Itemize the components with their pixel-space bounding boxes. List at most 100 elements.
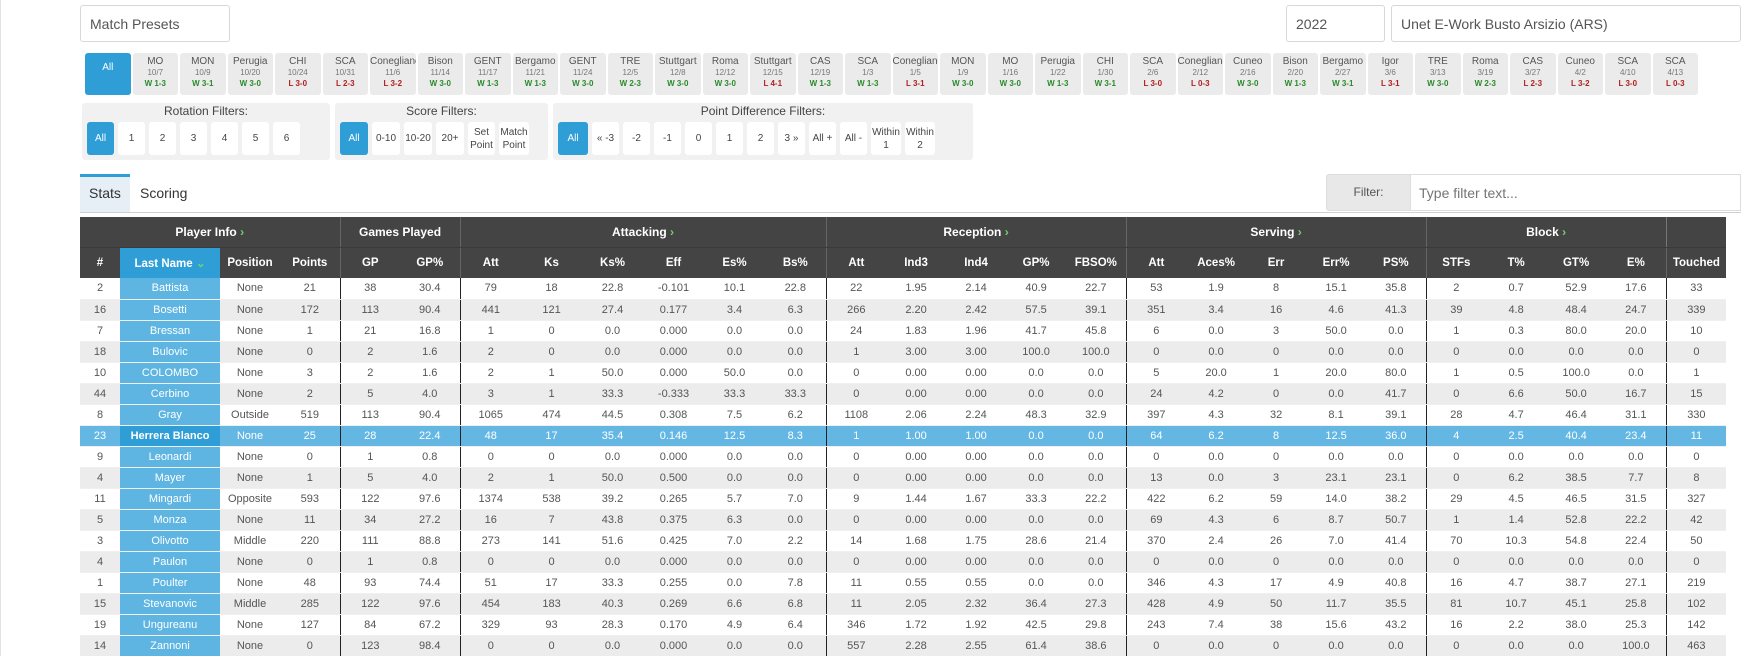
match-button[interactable]: Cuneo 4/2 L 3-2	[1557, 53, 1603, 95]
table-row[interactable]: 11 Mingardi Opposite 593 122 97.6 1374 538 39.2 0…	[80, 488, 1727, 510]
table-row[interactable]: 18 Bulovic None 0 2 1.6 2 0 0.0 0.000 0.0 0.0 1 3.00 3…	[80, 341, 1727, 363]
table-row[interactable]: 2 Battista None 21 38 30.4 79 18 22.8 -0.101 10.1 2…	[80, 278, 1727, 300]
column-header-eff[interactable]: Eff	[643, 247, 705, 278]
match-button[interactable]: CHI 1/30 W 3-1	[1082, 53, 1128, 95]
chevron-right-icon[interactable]: ›	[666, 224, 675, 239]
column-header-att[interactable]: Att	[459, 247, 522, 278]
match-button[interactable]: All	[85, 53, 131, 95]
table-row[interactable]: 19 Ungureanu None 127 84 67.2 329 93 28.3 0.170 4.…	[80, 614, 1727, 636]
tab-stats[interactable]: Stats	[80, 174, 130, 212]
rotation-filter-button[interactable]: All	[87, 122, 114, 155]
match-button[interactable]: CAS 3/27 L 2-3	[1510, 53, 1556, 95]
column-group-player-info[interactable]: Player Info ›	[80, 217, 341, 248]
column-header-err[interactable]: Err	[1246, 247, 1307, 278]
rotation-filter-button[interactable]: 5	[242, 122, 269, 155]
chevron-right-icon[interactable]: ›	[1294, 224, 1302, 239]
pointdiff-filter-button[interactable]: -1	[654, 122, 681, 155]
match-button[interactable]: Perugia 1/22 W 1-3	[1035, 53, 1081, 95]
rotation-filter-button[interactable]: 1	[118, 122, 145, 155]
column-group-reception[interactable]: Reception ›	[825, 217, 1127, 248]
match-button[interactable]: GENT 11/24 W 3-0	[560, 53, 606, 95]
column-group-attacking[interactable]: Attacking ›	[459, 217, 827, 248]
pointdiff-filter-button[interactable]: All -	[840, 122, 867, 155]
column-header-ps-[interactable]: PS%	[1366, 247, 1427, 278]
chevron-right-icon[interactable]: ›	[1558, 224, 1567, 239]
column-header-err-[interactable]: Err%	[1306, 247, 1367, 278]
table-row[interactable]: 23 Herrera Blanco None 25 28 22.4 48 17 35.4 0.14…	[80, 425, 1727, 447]
table-row[interactable]: 14 Zannoni None 0 123 98.4 0 0 0.0 0.000 0.0 0.0 557…	[80, 635, 1727, 656]
column-header-att[interactable]: Att	[1125, 247, 1187, 278]
match-button[interactable]: Perugia 10/20 W 3-0	[227, 53, 273, 95]
match-button[interactable]: Conegliano11/6 L 3-2	[370, 53, 416, 95]
match-button[interactable]: Conegliano2/12 L 0-3	[1177, 53, 1223, 95]
match-button[interactable]: MON 1/9 W 3-0	[940, 53, 986, 95]
score-filter-button[interactable]: Match Point	[499, 122, 529, 155]
table-row[interactable]: 15 Stevanovic Middle 285 122 97.6 454 183 40.3 0.…	[80, 593, 1727, 615]
column-group-games-played[interactable]: Games Played	[339, 217, 461, 248]
filter-text-input[interactable]	[1410, 174, 1741, 211]
tab-scoring[interactable]: Scoring	[140, 185, 188, 201]
match-button[interactable]: MO 1/16 W 3-0	[987, 53, 1033, 95]
pointdiff-filter-button[interactable]: -2	[623, 122, 650, 155]
pointdiff-filter-button[interactable]: « -3	[592, 122, 619, 155]
match-button[interactable]: Conegliano1/5 L 3-1	[892, 53, 938, 95]
chevron-right-icon[interactable]: ›	[236, 224, 245, 239]
column-header-gp-[interactable]: GP%	[1006, 247, 1067, 278]
match-button[interactable]: SCA 4/13 L 0-3	[1652, 53, 1698, 95]
table-row[interactable]: 5 Monza None 11 34 27.2 16 7 43.8 0.375 6.3 0.0 0 0.0…	[80, 509, 1727, 531]
score-filter-button[interactable]: 20+	[436, 122, 464, 155]
match-button[interactable]: Stuttgart 12/8 W 3-0	[655, 53, 701, 95]
match-button[interactable]: SCA 1/3 W 1-3	[845, 53, 891, 95]
column-header-position[interactable]: Position	[220, 247, 280, 278]
stats-table-container[interactable]: Player Info › Games Played Attacking › Rece…	[80, 217, 1741, 656]
column-header-ks-[interactable]: Ks%	[582, 247, 644, 278]
score-filter-button[interactable]: All	[340, 122, 368, 155]
column-header-e-[interactable]: E%	[1606, 247, 1667, 278]
pointdiff-filter-button[interactable]: All +	[809, 122, 836, 155]
table-row[interactable]: 44 Cerbino None 2 5 4.0 3 1 33.3 -0.333 33.3 33.3 0 0…	[80, 383, 1727, 405]
column-header-gp[interactable]: GP	[339, 247, 401, 278]
match-button[interactable]: MO 10/7 W 1-3	[132, 53, 178, 95]
score-filter-button[interactable]: 10-20	[404, 122, 432, 155]
match-button[interactable]: CAS 12/19 W 1-3	[797, 53, 843, 95]
table-row[interactable]: 1 Poulter None 48 93 74.4 51 17 33.3 0.255 0.0 7.8 1…	[80, 572, 1727, 594]
match-button[interactable]: Igor 3/6 L 3-1	[1367, 53, 1413, 95]
match-button[interactable]: Cuneo 2/16 W 3-0	[1225, 53, 1271, 95]
column-group-block[interactable]: Block ›	[1425, 217, 1667, 248]
column-header-es-[interactable]: Es%	[704, 247, 766, 278]
column-header-ind4[interactable]: Ind4	[946, 247, 1007, 278]
column-header-ind3[interactable]: Ind3	[886, 247, 947, 278]
match-button[interactable]: GENT 11/17 W 1-3	[465, 53, 511, 95]
column-header-points[interactable]: Points	[280, 247, 341, 278]
match-button[interactable]: Bergamo 11/21 W 1-3	[512, 53, 558, 95]
column-header-touched[interactable]: Touched	[1665, 247, 1727, 278]
score-filter-button[interactable]: 0-10	[372, 122, 400, 155]
table-row[interactable]: 4 Paulon None 0 1 0.8 0 0 0.0 0.000 0.0 0.0 0 0.00 0.0…	[80, 551, 1727, 573]
match-button[interactable]: Bison 11/14 W 3-0	[417, 53, 463, 95]
rotation-filter-button[interactable]: 4	[211, 122, 238, 155]
match-button[interactable]: CHI 10/24 L 3-0	[275, 53, 321, 95]
match-button[interactable]: SCA 2/6 L 3-0	[1130, 53, 1176, 95]
pointdiff-filter-button[interactable]: All	[558, 122, 588, 155]
column-header--[interactable]: #	[80, 247, 120, 278]
column-header-gt-[interactable]: GT%	[1546, 247, 1607, 278]
column-header-att[interactable]: Att	[825, 247, 887, 278]
score-filter-button[interactable]: Set Point	[468, 122, 495, 155]
match-button[interactable]: TRE 12/5 W 2-3	[607, 53, 653, 95]
column-group-serving[interactable]: Serving ›	[1125, 217, 1427, 248]
rotation-filter-button[interactable]: 6	[273, 122, 300, 155]
match-button[interactable]: TRE 3/13 W 3-0	[1415, 53, 1461, 95]
year-select[interactable]: 2022	[1286, 5, 1385, 42]
column-header-fbso-[interactable]: FBSO%	[1066, 247, 1127, 278]
column-header-stfs[interactable]: STFs	[1425, 247, 1487, 278]
table-row[interactable]: 7 Bressan None 1 21 16.8 1 0 0.0 0.000 0.0 0.0 24 1.8…	[80, 320, 1727, 342]
team-select[interactable]: Unet E-Work Busto Arsizio (ARS)	[1391, 5, 1741, 42]
rotation-filter-button[interactable]: 2	[149, 122, 176, 155]
column-header-gp-[interactable]: GP%	[400, 247, 461, 278]
table-row[interactable]: 16 Bosetti None 172 113 90.4 441 121 27.4 0.177 3.…	[80, 299, 1727, 321]
match-button[interactable]: Bergamo 2/27 W 3-1	[1320, 53, 1366, 95]
match-button[interactable]: SCA 4/10 L 3-0	[1605, 53, 1651, 95]
table-row[interactable]: 4 Mayer None 1 5 4.0 2 1 50.0 0.500 0.0 0.0 0 0.00 0.0…	[80, 467, 1727, 489]
pointdiff-filter-button[interactable]: 2	[747, 122, 774, 155]
match-button[interactable]: Bison 2/20 W 1-3	[1272, 53, 1318, 95]
